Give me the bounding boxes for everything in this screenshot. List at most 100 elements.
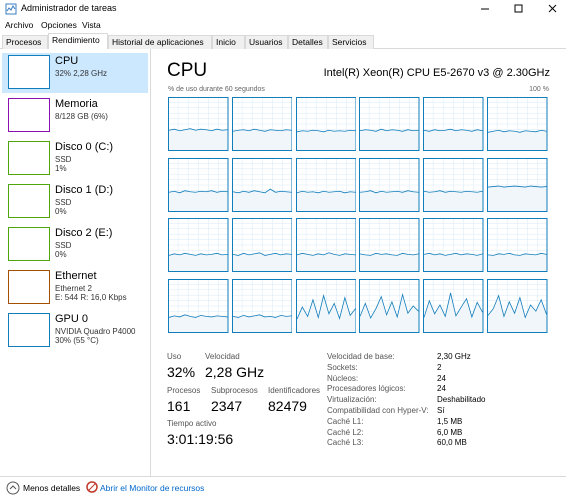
menu-item[interactable]: Vista bbox=[82, 20, 101, 30]
core-graph bbox=[359, 278, 420, 333]
core-line bbox=[487, 252, 547, 256]
sidebar-item-name[interactable]: Memoria bbox=[55, 98, 98, 110]
core-line bbox=[360, 189, 419, 193]
menu-item[interactable]: Archivo bbox=[5, 20, 34, 30]
core-graph bbox=[359, 218, 420, 272]
core-graph bbox=[487, 218, 548, 272]
stat-label: Tiempo activo bbox=[167, 419, 217, 428]
core-line bbox=[296, 129, 356, 133]
core-line bbox=[296, 293, 356, 320]
sidebar-item-name[interactable]: Disco 2 (E:) bbox=[55, 227, 113, 239]
core-area bbox=[232, 314, 292, 332]
sidebar-item-name[interactable]: GPU 0 bbox=[55, 313, 89, 325]
tab[interactable]: Inicio bbox=[212, 35, 245, 49]
thumbnail-frame bbox=[8, 98, 50, 132]
core-area bbox=[360, 190, 419, 211]
detail-label: Núcleos: bbox=[327, 373, 359, 383]
core-graph bbox=[231, 97, 293, 151]
sidebar-thumbnail bbox=[8, 227, 50, 261]
core-line bbox=[232, 188, 292, 193]
sidebar-item-name[interactable]: Disco 0 (C:) bbox=[55, 141, 114, 153]
detail-label: Sockets: bbox=[327, 362, 358, 372]
sidebar-item-name[interactable]: Disco 1 (D:) bbox=[55, 184, 114, 196]
core-line bbox=[296, 252, 356, 256]
core-area bbox=[232, 252, 292, 271]
stat-value: 2,28 GHz bbox=[205, 364, 265, 380]
core-area bbox=[488, 185, 547, 211]
sidebar-divider bbox=[150, 49, 151, 476]
menu-item[interactable]: Opciones bbox=[41, 20, 77, 30]
window-controls[interactable] bbox=[470, 0, 566, 18]
stat-value: 32% bbox=[167, 364, 196, 380]
graph-max: 100 % bbox=[529, 86, 549, 93]
core-line bbox=[168, 313, 228, 318]
sidebar-thumbnail bbox=[8, 313, 50, 347]
tab[interactable]: Historial de aplicaciones bbox=[108, 35, 212, 49]
thumbnail-frame bbox=[8, 313, 50, 347]
core-graph bbox=[168, 218, 229, 272]
core-line bbox=[424, 252, 483, 256]
core-area bbox=[424, 129, 483, 150]
sidebar-item-detail: Ethernet 2 bbox=[55, 284, 92, 293]
detail-label: Procesadores lógicos: bbox=[327, 384, 406, 394]
detail-label: Compatibilidad con Hyper-V: bbox=[327, 406, 429, 415]
core-area bbox=[169, 128, 228, 150]
graph-label: % de uso durante 60 segundos bbox=[168, 86, 265, 93]
app-icon bbox=[5, 3, 17, 15]
core-area bbox=[232, 188, 292, 211]
window-title: Administrador de tareas bbox=[21, 3, 117, 13]
detail-label: Caché L3: bbox=[327, 438, 364, 448]
tab[interactable]: Detalles bbox=[288, 35, 328, 49]
detail-value: 24 bbox=[437, 373, 446, 383]
sidebar-item-name[interactable]: Ethernet bbox=[55, 270, 97, 282]
core-line bbox=[360, 128, 419, 132]
core-graph bbox=[423, 218, 484, 272]
sidebar-thumbnail bbox=[8, 184, 50, 218]
tab[interactable]: Servicios bbox=[328, 35, 374, 49]
core-area bbox=[360, 294, 419, 332]
thumbnail-frame bbox=[8, 227, 50, 261]
core-area bbox=[424, 190, 483, 211]
core-area bbox=[424, 292, 483, 332]
sidebar-item-detail: SSD bbox=[55, 155, 72, 164]
core-area bbox=[488, 253, 547, 271]
sidebar-thumbnail bbox=[8, 270, 50, 304]
less-details-icon[interactable] bbox=[6, 481, 20, 495]
core-line bbox=[232, 313, 292, 318]
core-graph bbox=[168, 157, 229, 212]
resource-monitor-link[interactable]: Abrir el Monitor de recursos bbox=[100, 483, 205, 493]
sidebar-thumbnail bbox=[8, 98, 50, 132]
sidebar-item-detail: 8/128 GB (6%) bbox=[55, 112, 108, 121]
stat-label: Procesos bbox=[167, 386, 201, 395]
sidebar-item-detail: 32% 2,28 GHz bbox=[55, 69, 108, 78]
core-area bbox=[360, 253, 419, 271]
detail-value: 1,5 MB bbox=[437, 416, 463, 426]
core-line bbox=[168, 128, 228, 132]
sidebar-item-detail: SSD bbox=[55, 241, 72, 250]
core-line bbox=[168, 189, 228, 193]
core-graph bbox=[423, 97, 484, 151]
title-bar bbox=[0, 0, 566, 18]
sidebar-item-detail: 30% (55 °C) bbox=[55, 336, 99, 345]
less-details[interactable]: Menos detalles bbox=[23, 483, 81, 493]
sidebar-item-detail: NVIDIA Quadro P4000 bbox=[55, 327, 136, 336]
detail-label: Velocidad de base: bbox=[327, 352, 395, 361]
core-line bbox=[296, 190, 356, 193]
core-line bbox=[424, 128, 483, 132]
core-area bbox=[424, 253, 483, 271]
detail-value: 2,30 GHz bbox=[437, 352, 471, 361]
stat-label: Subprocesos bbox=[211, 386, 258, 395]
sidebar-item-name[interactable]: CPU bbox=[55, 55, 79, 67]
tab[interactable]: Usuarios bbox=[245, 35, 288, 49]
main-title: CPU bbox=[167, 60, 208, 81]
core-graph bbox=[423, 157, 484, 212]
tab[interactable]: Procesos bbox=[2, 35, 48, 49]
tab[interactable]: Rendimiento bbox=[48, 33, 108, 49]
core-graph bbox=[295, 157, 357, 212]
detail-value: 24 bbox=[437, 384, 446, 394]
core-area bbox=[232, 129, 292, 150]
core-area bbox=[488, 130, 547, 150]
sidebar-item-detail: E: 544 R: 16,0 Kbps bbox=[55, 293, 127, 302]
core-graph bbox=[359, 157, 420, 212]
monitor-icon[interactable] bbox=[86, 481, 98, 493]
